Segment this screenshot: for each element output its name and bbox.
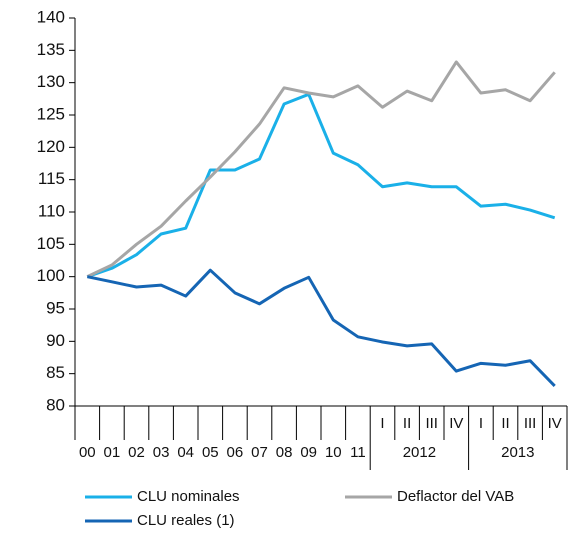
y-tick-label: 120 [37,137,65,156]
x-tick-label: 03 [153,444,170,461]
x-tick-label: 06 [227,444,244,461]
x-tick-label: II [501,415,509,432]
y-tick-label: 125 [37,104,65,123]
y-tick-label: 110 [38,201,65,220]
x-tick-label: I [479,415,483,432]
x-tick-label: 05 [202,444,219,461]
legend-label: Deflactor del VAB [397,488,514,505]
x-tick-label: 02 [128,444,145,461]
x-tick-label: I [380,415,384,432]
legend-label: CLU reales (1) [137,512,235,529]
y-tick-label: 115 [38,169,65,188]
x-tick-label: 07 [251,444,268,461]
series-line [86,92,556,279]
x-tick-label: 10 [325,444,342,461]
series-line [86,268,556,388]
x-tick-label: 04 [177,444,194,461]
y-tick-label: 105 [37,234,65,253]
y-tick-label: 135 [37,40,65,59]
y-tick-label: 95 [46,298,65,317]
series-line [86,60,556,279]
y-tick-label: 80 [46,395,65,414]
y-tick-label: 130 [37,72,65,91]
x-tick-label: 11 [350,444,366,461]
x-tick-label: 00 [79,444,96,461]
x-tick-label: IV [449,415,463,432]
y-tick-label: 85 [46,363,65,382]
legend-label: CLU nominales [137,488,240,505]
y-tick-label: 100 [37,266,65,285]
x-group-label: 2013 [501,444,534,461]
x-tick-label: IV [548,415,562,432]
x-tick-label: II [403,415,411,432]
x-tick-label: 09 [300,444,317,461]
x-tick-label: III [425,415,438,432]
x-tick-label: 01 [104,444,121,461]
x-tick-label: 08 [276,444,293,461]
y-tick-label: 90 [46,331,65,350]
y-tick-label: 140 [37,7,65,26]
x-tick-label: III [524,415,537,432]
x-group-label: 2012 [403,444,436,461]
